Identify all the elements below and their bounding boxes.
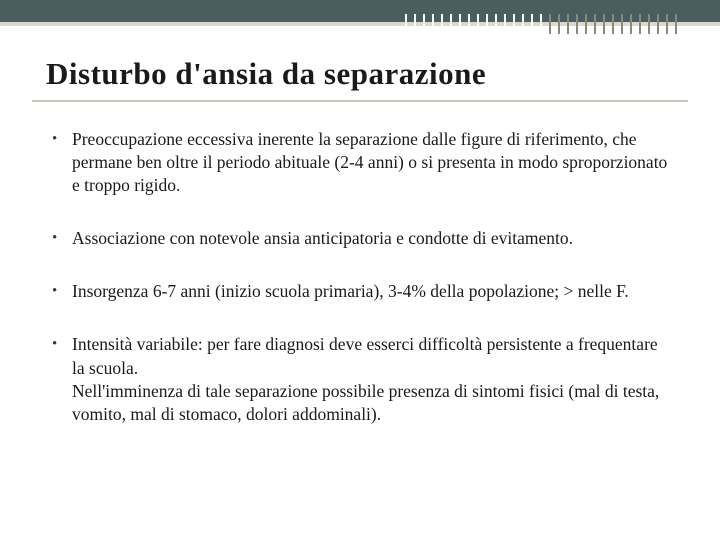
list-item: • Preoccupazione eccessiva inerente la s… <box>52 128 670 197</box>
bullet-text: Preoccupazione eccessiva inerente la sep… <box>72 128 670 197</box>
bullet-icon: • <box>52 227 72 250</box>
list-item: • Associazione con notevole ansia antici… <box>52 227 670 250</box>
list-item: • Intensità variabile: per fare diagnosi… <box>52 333 670 425</box>
bullet-text: Associazione con notevole ansia anticipa… <box>72 227 670 250</box>
decorative-ticks <box>405 14 684 34</box>
page-title: Disturbo d'ansia da separazione <box>46 56 486 92</box>
bullet-text: Insorgenza 6-7 anni (inizio scuola prima… <box>72 280 670 303</box>
content-area: • Preoccupazione eccessiva inerente la s… <box>52 128 670 456</box>
title-underline <box>32 100 688 102</box>
bullet-icon: • <box>52 333 72 425</box>
bullet-icon: • <box>52 128 72 197</box>
list-item: • Insorgenza 6-7 anni (inizio scuola pri… <box>52 280 670 303</box>
bullet-icon: • <box>52 280 72 303</box>
bullet-text: Intensità variabile: per fare diagnosi d… <box>72 333 670 425</box>
